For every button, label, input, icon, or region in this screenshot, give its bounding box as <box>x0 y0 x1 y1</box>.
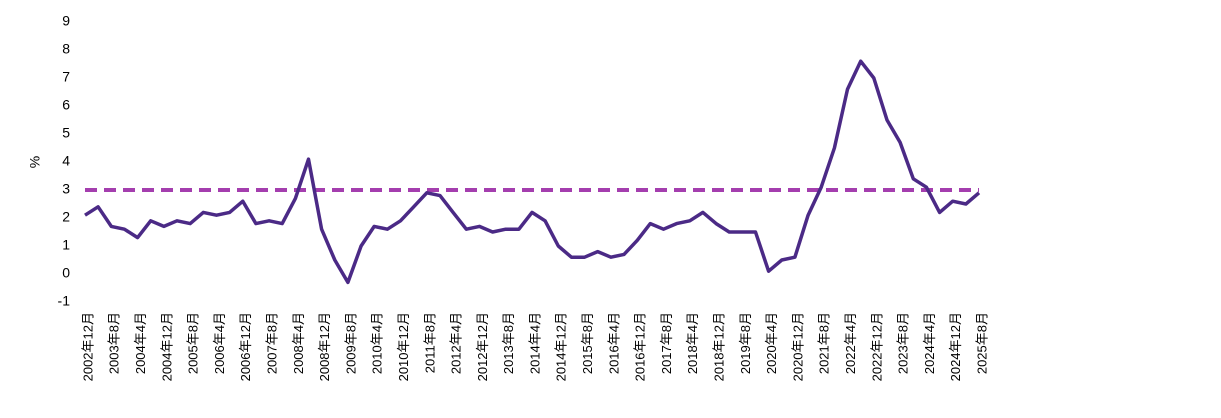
x-tick-label: 2024年4月 <box>922 312 937 374</box>
x-tick-label: 2006年12月 <box>238 312 253 381</box>
y-tick-label: 4 <box>62 153 70 169</box>
x-tick-label: 2006年4月 <box>212 312 227 374</box>
y-tick-label: 5 <box>62 125 70 141</box>
x-tick-label: 2015年8月 <box>580 312 595 374</box>
x-tick-label: 2011年8月 <box>422 312 437 373</box>
y-tick-label: 3 <box>62 181 70 197</box>
x-tick-label: 2016年4月 <box>606 312 621 374</box>
x-tick-label: 2023年8月 <box>896 312 911 374</box>
x-tick-label: 2016年12月 <box>633 312 648 381</box>
x-tick-label: 2008年12月 <box>317 312 332 381</box>
x-tick-label: 2004年12月 <box>159 312 174 381</box>
x-tick-label: 2010年12月 <box>396 312 411 381</box>
x-tick-label: 2018年12月 <box>711 312 726 381</box>
x-tick-label: 2004年4月 <box>133 312 148 374</box>
x-tick-label: 2022年4月 <box>843 312 858 374</box>
x-tick-label: 2012年4月 <box>449 312 464 374</box>
y-tick-label: 1 <box>62 237 70 253</box>
x-tick-label: 2002年12月 <box>80 312 95 381</box>
x-tick-label: 2010年4月 <box>370 312 385 374</box>
x-tick-label: 2005年8月 <box>186 312 201 374</box>
x-tick-label: 2012年12月 <box>475 312 490 381</box>
y-tick-label: 0 <box>62 265 70 281</box>
x-tick-label: 2014年12月 <box>554 312 569 381</box>
x-tick-label: 2018年4月 <box>685 312 700 374</box>
y-tick-label: 6 <box>62 97 70 113</box>
x-tick-label: 2020年12月 <box>790 312 805 381</box>
x-tick-label: 2003年8月 <box>107 312 122 374</box>
x-tick-label: 2020年4月 <box>764 312 779 374</box>
y-tick-label: 8 <box>62 41 70 57</box>
data-line <box>84 59 981 285</box>
x-tick-label: 2019年8月 <box>738 312 753 374</box>
x-tick-label: 2013年8月 <box>501 312 516 374</box>
y-tick-label: 2 <box>62 209 70 225</box>
y-axis-label: % <box>27 156 43 168</box>
x-tick-label: 2009年8月 <box>343 312 358 374</box>
y-tick-label: 9 <box>62 13 70 29</box>
x-tick-label: 2014年4月 <box>527 312 542 374</box>
x-tick-label: 2025年8月 <box>974 312 989 374</box>
x-tick-label: 2021年8月 <box>817 312 832 374</box>
x-tick-label: 2017年8月 <box>659 312 674 374</box>
x-tick-label: 2024年12月 <box>948 312 963 381</box>
x-tick-label: 2022年12月 <box>869 312 884 381</box>
y-tick-label: -1 <box>58 293 71 309</box>
x-tick-label: 2007年8月 <box>264 312 279 374</box>
x-tick-label: 2008年4月 <box>291 312 306 374</box>
y-tick-label: 7 <box>62 69 70 85</box>
